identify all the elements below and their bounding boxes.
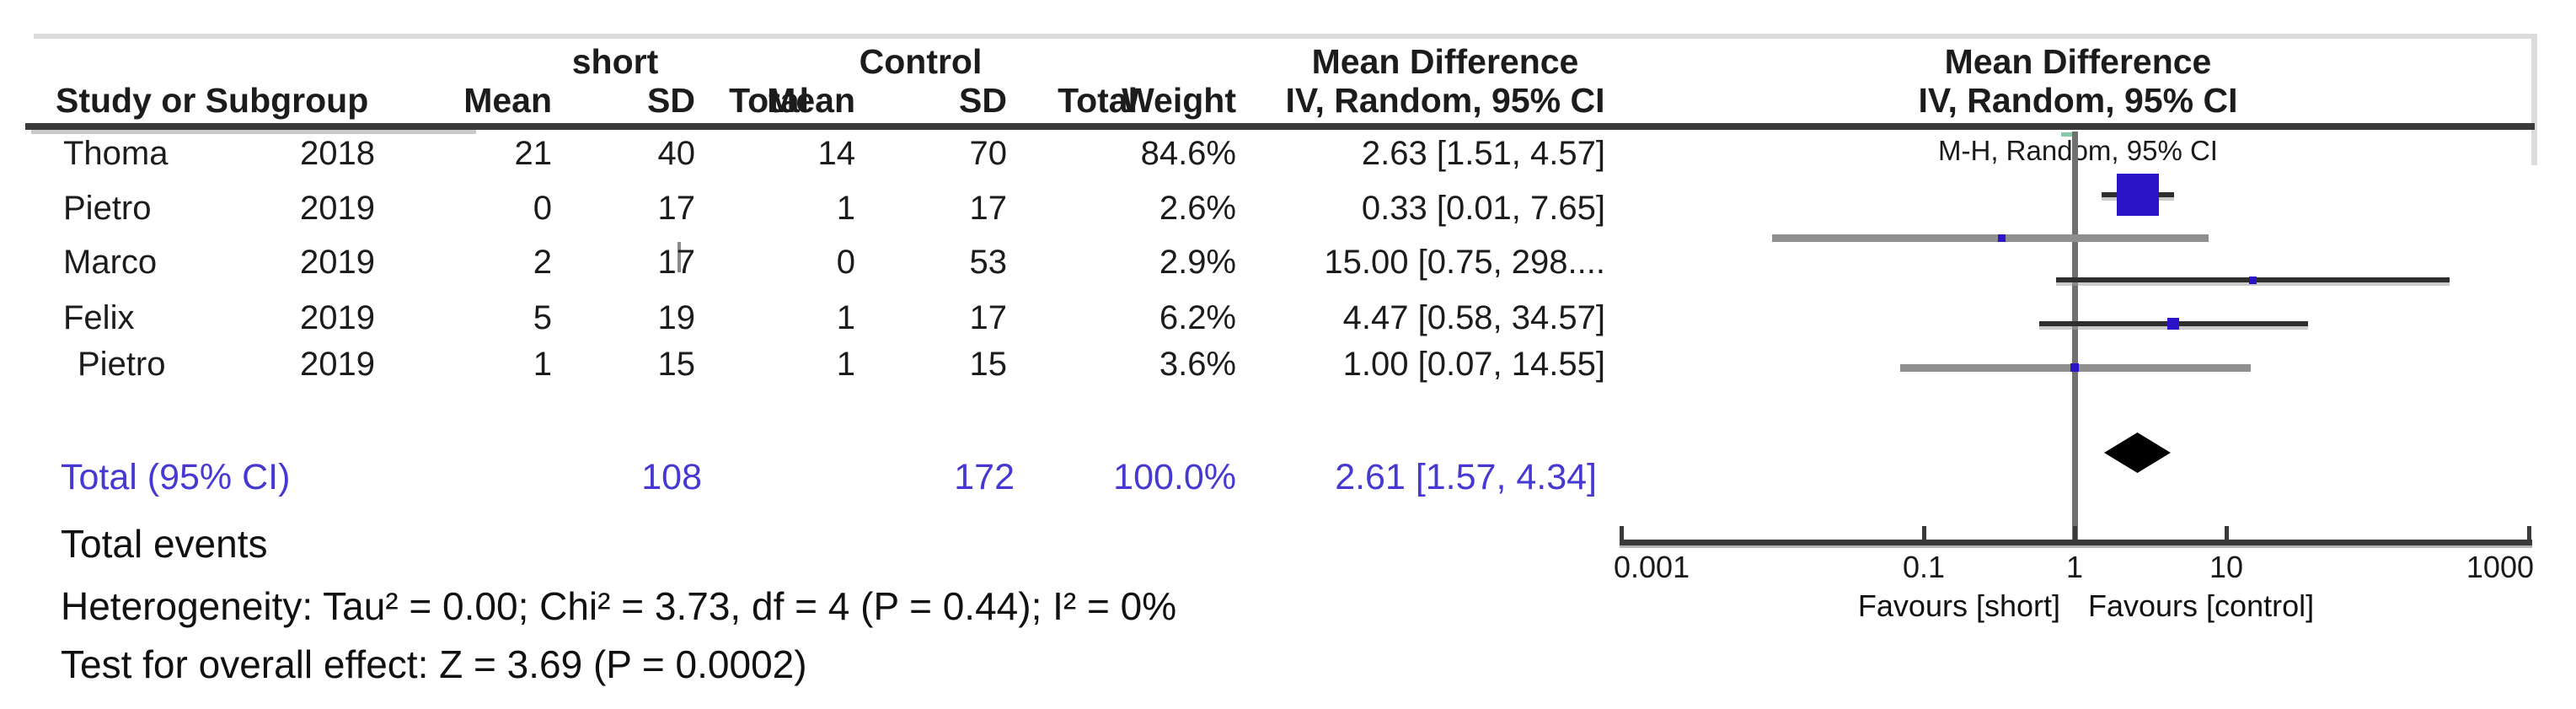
heterogeneity-stats: Heterogeneity: Tau² = 0.00; Chi² = 3.73,… (61, 584, 1177, 628)
weight-cell: 2.6% (1159, 190, 1236, 227)
favours-right-label: Favours [control] (2088, 588, 2315, 623)
weight-cell: 3.6% (1159, 346, 1236, 383)
axis-tick-label: 1000 (2466, 550, 2534, 584)
total-control-n: 172 (954, 457, 1015, 497)
header-divider (25, 123, 2535, 130)
weight-cell: 2.9% (1159, 244, 1236, 281)
ci-text-cell: 2.63 [1.51, 4.57] (1361, 135, 1605, 172)
sd2-cell: 17 (969, 299, 1008, 336)
mean1-cell: 1 (533, 346, 552, 383)
col-header-short-sd: SD (647, 81, 695, 120)
plot-title: Mean Difference (1944, 42, 2212, 81)
axis-tick (1620, 526, 1624, 540)
total-row: Total (95% CI) 108 172 100.0% 2.61 [1.57… (0, 457, 2576, 501)
axis-tick-label: 10 (2209, 550, 2244, 584)
mean1-cell: 2 (533, 244, 552, 281)
plot-subtitle: IV, Random, 95% CI (1918, 81, 2238, 120)
md-column-subtitle: IV, Random, 95% CI (1285, 81, 1605, 120)
table-row: Marco 2019 2 17 0 53 2.9% 15.00 [0.75, 298.... (0, 242, 2576, 284)
col-header-short-mean: Mean (463, 81, 552, 120)
effect-marker (2117, 174, 2159, 216)
ci-line (1772, 234, 2209, 242)
sd2-cell: 17 (969, 190, 1008, 227)
plot-method-label: M-H, Random, 95% CI (1938, 135, 2218, 166)
table-row: Thoma 2018 21 40 14 70 84.6% 2.63 [1.51, 4.57] (0, 135, 2576, 175)
study-name-cell: Pietro (63, 190, 152, 227)
md-column-title: Mean Difference (1311, 42, 1579, 81)
col-header-control-total: Total (1058, 81, 1138, 120)
x-axis-line (1620, 540, 2532, 545)
total-short-n: 108 (641, 457, 702, 497)
axis-tick (2527, 526, 2531, 540)
mean1-cell: 0 (533, 190, 552, 227)
sd1-cell: 40 (657, 135, 696, 172)
study-name-cell: Marco (63, 244, 158, 281)
year-cell: 2019 (300, 346, 375, 383)
total-ci: 2.61 [1.57, 4.34] (1335, 457, 1597, 497)
column-header-row: Mean SD Total Mean SD Total Weight (0, 81, 2576, 121)
axis-tick-label: 1 (2065, 550, 2084, 584)
table-top-border (34, 34, 2535, 39)
year-cell: 2018 (300, 135, 375, 172)
ci-text-cell: 0.33 [0.01, 7.65] (1361, 190, 1605, 227)
ci-text-cell: 1.00 [0.07, 14.55] (1342, 346, 1605, 383)
effect-marker (2167, 318, 2179, 330)
sd2-cell: 15 (969, 346, 1008, 383)
mean2-cell: 0 (836, 244, 855, 281)
null-effect-line (2072, 132, 2078, 546)
axis-tick (1922, 526, 1926, 540)
mean2-cell: 1 (836, 299, 855, 336)
effect-marker (2070, 363, 2079, 372)
favours-left-label: Favours [short] (1857, 588, 2060, 623)
group-header-control: Control (859, 42, 983, 81)
axis-tick (2073, 526, 2077, 540)
weight-cell: 6.2% (1159, 299, 1236, 336)
mean1-cell: 5 (533, 299, 552, 336)
table-row: Felix 2019 5 19 1 17 6.2% 4.47 [0.58, 34.57] (0, 299, 2576, 340)
sd1-cell: 15 (657, 346, 696, 383)
study-column-header: Study or Subgroup (56, 81, 369, 120)
ci-text-cell: 15.00 [0.75, 298.... (1324, 244, 1605, 281)
sd1-cell: 19 (657, 299, 696, 336)
sd2-cell: 70 (969, 135, 1008, 172)
axis-tick-label: 0.001 (1614, 550, 1690, 584)
mean2-cell: 1 (836, 190, 855, 227)
year-cell: 2019 (300, 242, 682, 282)
sd1-cell: 17 (657, 244, 696, 281)
group-header-short: short (571, 42, 659, 81)
col-header-weight: Weight (1122, 81, 1236, 120)
table-right-border (2531, 34, 2537, 165)
study-name-cell: Thoma (63, 135, 169, 172)
col-header-control-mean: Mean (767, 81, 855, 120)
sd2-cell: 53 (969, 244, 1008, 281)
mean2-cell: 1 (836, 346, 855, 383)
year-cell: 2019 (300, 190, 375, 227)
total-events-label: Total events (61, 522, 268, 566)
col-header-short-total: Total (729, 81, 809, 120)
mean2-cell: 14 (817, 135, 856, 172)
weight-cell: 84.6% (1140, 135, 1236, 172)
table-row: Pietro 2019 1 15 1 15 3.6% 1.00 [0.07, 14.55] (0, 346, 2576, 386)
effect-marker (2249, 277, 2257, 284)
ci-text-cell: 4.47 [0.58, 34.57] (1342, 299, 1605, 336)
col-header-control-sd: SD (959, 81, 1007, 120)
year-cell: 2019 (300, 299, 375, 336)
table-row: Pietro 2019 0 17 1 17 2.6% 0.33 [0.01, 7.65] (0, 190, 2576, 230)
overall-effect-test: Test for overall effect: Z = 3.69 (P = 0… (61, 642, 807, 686)
mean1-cell: 21 (514, 135, 553, 172)
total-weight: 100.0% (1113, 457, 1236, 497)
x-axis-shadow (1620, 545, 2532, 548)
study-name-cell: Felix (63, 299, 135, 336)
effect-marker (1998, 234, 2006, 242)
study-name-cell: Pietro (78, 346, 166, 383)
text-cursor-artifact (677, 242, 682, 272)
artifact-mark (2061, 132, 2075, 137)
total-label: Total (95% CI) (61, 457, 291, 497)
axis-tick (2225, 526, 2229, 540)
header-divider-shadow (31, 130, 476, 134)
sd1-cell: 17 (657, 190, 696, 227)
axis-tick-label: 0.1 (1902, 550, 1946, 584)
